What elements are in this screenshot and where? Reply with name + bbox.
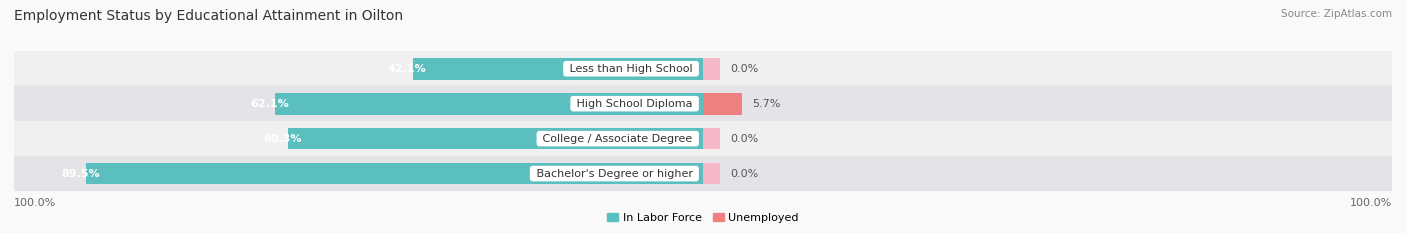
Text: 5.7%: 5.7% bbox=[752, 99, 780, 109]
Bar bbox=[703, 156, 1392, 191]
Bar bbox=[703, 58, 720, 80]
Bar bbox=[276, 93, 703, 115]
Bar bbox=[14, 156, 703, 191]
Text: 89.5%: 89.5% bbox=[62, 169, 100, 178]
Text: Source: ZipAtlas.com: Source: ZipAtlas.com bbox=[1281, 9, 1392, 19]
Bar bbox=[703, 163, 720, 185]
Bar bbox=[288, 128, 703, 150]
Text: Less than High School: Less than High School bbox=[567, 64, 696, 74]
Text: 0.0%: 0.0% bbox=[731, 64, 759, 74]
Text: Employment Status by Educational Attainment in Oilton: Employment Status by Educational Attainm… bbox=[14, 9, 404, 23]
Text: College / Associate Degree: College / Associate Degree bbox=[540, 134, 696, 144]
Legend: In Labor Force, Unemployed: In Labor Force, Unemployed bbox=[603, 209, 803, 227]
Bar bbox=[14, 121, 703, 156]
Text: High School Diploma: High School Diploma bbox=[574, 99, 696, 109]
Text: 62.1%: 62.1% bbox=[250, 99, 290, 109]
Bar bbox=[14, 86, 703, 121]
Bar bbox=[703, 51, 1392, 86]
Bar bbox=[14, 51, 703, 86]
Text: 42.1%: 42.1% bbox=[388, 64, 427, 74]
Text: 100.0%: 100.0% bbox=[1350, 198, 1392, 208]
Bar bbox=[703, 121, 1392, 156]
Bar bbox=[703, 86, 1392, 121]
Bar bbox=[413, 58, 703, 80]
Text: 100.0%: 100.0% bbox=[14, 198, 56, 208]
Text: 60.3%: 60.3% bbox=[263, 134, 301, 144]
Bar bbox=[703, 93, 742, 115]
Bar bbox=[86, 163, 703, 185]
Text: Bachelor's Degree or higher: Bachelor's Degree or higher bbox=[533, 169, 696, 178]
Bar bbox=[703, 128, 720, 150]
Text: 0.0%: 0.0% bbox=[731, 134, 759, 144]
Text: 0.0%: 0.0% bbox=[731, 169, 759, 178]
